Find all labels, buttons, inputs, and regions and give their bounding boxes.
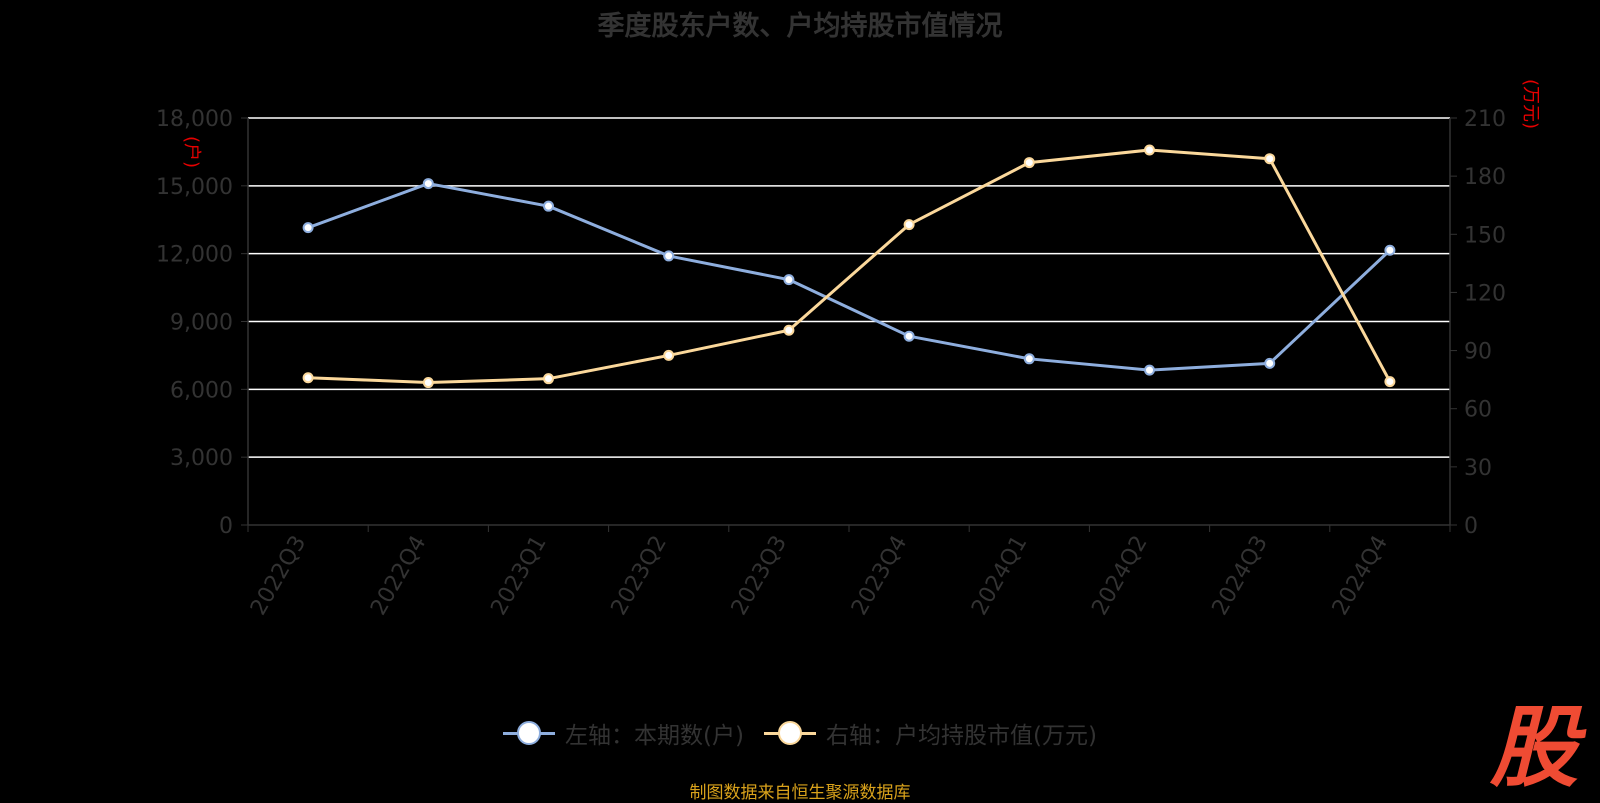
data-point-left bbox=[302, 222, 314, 234]
data-point-left bbox=[903, 330, 915, 342]
right-tick-label: 180 bbox=[1464, 165, 1506, 190]
data-point-right bbox=[543, 373, 554, 385]
left-tick-label: 12,000 bbox=[156, 243, 233, 268]
right-tick-label: 0 bbox=[1464, 514, 1478, 539]
left-tick-label: 6,000 bbox=[170, 378, 233, 403]
series-line-right bbox=[308, 148, 1392, 385]
left-tick-label: 3,000 bbox=[170, 446, 233, 471]
data-point-left bbox=[1144, 364, 1155, 376]
data-point-left bbox=[422, 178, 434, 190]
tick-labels: 0 3,000 6,000 9,000 12,000 15,000 18,000 0 30 60 9… bbox=[156, 107, 1506, 539]
data-point-right bbox=[663, 349, 675, 361]
legend-marker-left bbox=[503, 720, 556, 746]
x-tick-label: 2023Q1 bbox=[486, 532, 551, 620]
legend-item-left-series[interactable]: 左轴：本期数(户) bbox=[503, 716, 744, 750]
x-tick-label: 2022Q3 bbox=[246, 532, 311, 620]
right-tick-label: 90 bbox=[1464, 340, 1492, 365]
data-point-right bbox=[1144, 144, 1155, 156]
data-point-left bbox=[663, 250, 675, 262]
left-tick-label: 9,000 bbox=[170, 311, 233, 336]
data-point-right bbox=[1384, 376, 1396, 388]
brand-watermark-logo: 股 bbox=[1490, 696, 1579, 799]
data-point-right bbox=[1023, 157, 1035, 169]
legend-label-left: 左轴：本期数(户) bbox=[565, 723, 744, 749]
data-point-right bbox=[1264, 153, 1276, 165]
data-point-left bbox=[1384, 244, 1396, 256]
data-point-right bbox=[903, 219, 915, 231]
x-tick-label: 2023Q4 bbox=[847, 532, 912, 620]
left-tick-label: 18,000 bbox=[156, 107, 233, 132]
data-point-left bbox=[1264, 357, 1276, 369]
left-tick-label: 0 bbox=[219, 514, 233, 539]
grid-lines bbox=[248, 117, 1450, 458]
data-point-right bbox=[422, 377, 434, 389]
data-point-left bbox=[783, 274, 795, 286]
legend: 左轴：本期数(户) 右轴：户均持股市值(万元) bbox=[0, 716, 1600, 750]
chart-title: 季度股东户数、户均持股市值情况 bbox=[597, 11, 1003, 42]
right-tick-label: 210 bbox=[1464, 107, 1506, 132]
legend-label-right: 右轴：户均持股市值(万元) bbox=[826, 723, 1097, 749]
left-axis-unit: (户) bbox=[181, 136, 202, 168]
source-note: 制图数据来自恒生聚源数据库 bbox=[689, 783, 911, 803]
x-tick-label: 2023Q2 bbox=[607, 532, 672, 620]
right-axis-unit: (万元) bbox=[1520, 79, 1541, 129]
right-tick-label: 60 bbox=[1464, 398, 1492, 423]
data-point-right bbox=[302, 372, 314, 384]
data-point-left bbox=[543, 200, 554, 212]
right-tick-label: 150 bbox=[1464, 223, 1506, 248]
series-line-left bbox=[307, 182, 1391, 372]
series-lines bbox=[302, 144, 1396, 389]
x-tick-label: 2024Q1 bbox=[967, 532, 1032, 620]
legend-marker-right bbox=[764, 720, 816, 746]
x-tick-label: 2024Q4 bbox=[1328, 532, 1393, 620]
axis-units: (户) (万元) bbox=[181, 79, 1541, 168]
right-tick-label: 30 bbox=[1464, 456, 1492, 481]
left-tick-label: 15,000 bbox=[156, 175, 233, 200]
x-tick-label: 2023Q3 bbox=[727, 532, 792, 620]
legend-item-right-series[interactable]: 右轴：户均持股市值(万元) bbox=[764, 716, 1097, 750]
x-tick-label: 2024Q2 bbox=[1087, 532, 1152, 620]
x-tick-label: 2022Q4 bbox=[366, 532, 431, 620]
x-tick-label: 2024Q3 bbox=[1208, 532, 1273, 620]
x-axis-labels: 2022Q3 2022Q4 2023Q1 2023Q2 2023Q3 2023Q4 2024… bbox=[246, 532, 1393, 620]
right-tick-label: 120 bbox=[1464, 281, 1506, 306]
axes bbox=[241, 117, 1457, 532]
data-point-right bbox=[783, 324, 795, 336]
data-point-left bbox=[1023, 353, 1035, 365]
